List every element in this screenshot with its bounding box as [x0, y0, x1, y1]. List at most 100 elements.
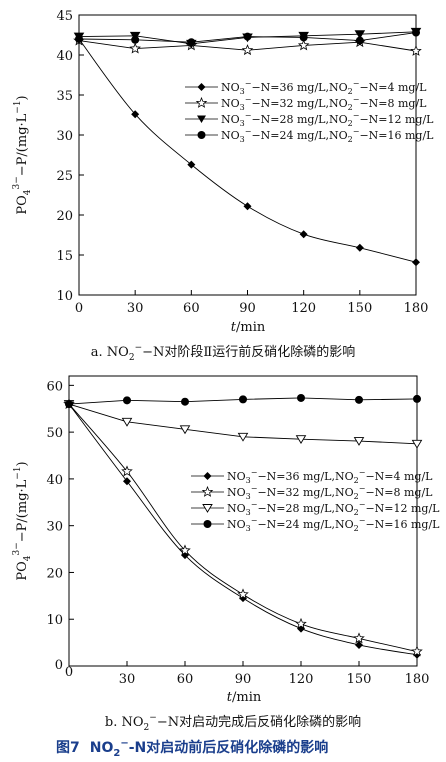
legend-b-item-1: NO3−−N=36 mg/L,NO2−−N=4 mg/L	[191, 468, 433, 485]
series-lines-a	[78, 31, 417, 263]
legend-a-item-3: NO3−−N=28 mg/L,NO2−−N=12 mg/L	[185, 111, 434, 128]
data-point-b-s1-6	[355, 640, 363, 649]
data-point-b-s3-7	[411, 439, 423, 449]
legend-b-item-4: NO3−−N=24 mg/L,NO2−−N=16 mg/L	[191, 516, 440, 533]
y-tick-label: 30	[56, 129, 73, 144]
data-point-b-s4-5	[297, 393, 305, 402]
data-point-a-s2-7	[410, 44, 422, 56]
series-markers-a	[73, 27, 422, 267]
y-tick-label: 45	[56, 9, 73, 24]
legend-b-label-1: NO3−−N=36 mg/L,NO2−−N=4 mg/L	[227, 468, 433, 485]
data-point-a-s4-6	[355, 36, 364, 45]
tick-marks-a	[78, 14, 417, 296]
data-point-b-s2-3	[179, 544, 191, 556]
series-markers-b	[63, 393, 423, 659]
legend-b: NO3−−N=36 mg/L,NO2−−N=4 mg/L NO3−−N=32 m…	[191, 468, 440, 533]
diamond-marker-icon	[197, 83, 206, 91]
data-point-b-s2-7	[411, 645, 423, 657]
x-tick-label: 150	[347, 672, 372, 687]
data-point-a-s4-5	[299, 33, 308, 42]
data-point-b-s4-3	[181, 397, 189, 406]
y-tick-label: 20	[56, 209, 73, 224]
y-axis-label-b: PO43−−P/(mg·L−1)	[12, 461, 33, 580]
legend-b-item-3: NO3−−N=28 mg/L,NO2−−N=12 mg/L	[191, 500, 440, 517]
legend-a-item-2: NO3−−N=32 mg/L,NO2−−N=8 mg/L	[185, 95, 427, 112]
x-tick-label: 180	[404, 301, 429, 316]
data-point-a-s1-2	[131, 110, 140, 119]
legend-a: NO3−−N=36 mg/L,NO2−−N=4 mg/L NO3−−N=32 m…	[185, 79, 434, 144]
y-tick-label: 15	[56, 249, 73, 264]
data-point-b-s3-4	[237, 432, 249, 442]
circle-marker-icon	[203, 520, 212, 528]
legend-a-label-4: NO3−−N=24 mg/L,NO2−−N=16 mg/L	[221, 127, 434, 144]
data-point-b-s4-2	[123, 396, 131, 405]
star-marker-icon	[195, 96, 208, 108]
panel-caption-b: b. NO2−−N对启动完成后反硝化除磷的影响	[105, 713, 361, 733]
x-tick-label: 90	[235, 672, 252, 687]
tick-labels-b: 10 20 30 40 50 60 0 30 60 90 120 150 180 0	[46, 379, 429, 687]
x-tick-label: 120	[289, 672, 314, 687]
data-point-b-s4-6	[355, 395, 363, 404]
tick-labels-a: 10 15 20 25 30 35 40 45 0 30 60 90 120 150 180	[56, 9, 428, 316]
legend-b-label-2: NO3−−N=32 mg/L,NO2−−N=8 mg/L	[227, 484, 433, 501]
legend-a-label-3: NO3−−N=28 mg/L,NO2−−N=12 mg/L	[221, 111, 434, 128]
data-point-a-s2-5	[297, 39, 310, 51]
x-axis-label-a: t/min	[231, 320, 266, 335]
data-point-b-s3-3	[179, 425, 191, 435]
legend-a-label-2: NO3−−N=32 mg/L,NO2−−N=8 mg/L	[221, 95, 427, 112]
plot-frame-a	[78, 14, 417, 296]
data-point-a-s2-2	[129, 42, 141, 54]
y-tick-label: 50	[46, 426, 63, 441]
legend-a-item-4: NO3−−N=24 mg/L,NO2−−N=16 mg/L	[185, 127, 434, 144]
x-tick-label: 30	[119, 672, 136, 687]
circle-marker-icon	[197, 131, 206, 139]
y-tick-label: 60	[46, 379, 63, 394]
y-axis-label-a: PO43−−P/(mg·L−1)	[12, 95, 33, 214]
series-line-a-1	[78, 38, 417, 263]
data-point-b-s2-5	[295, 617, 307, 629]
x-tick-label: 60	[177, 672, 194, 687]
data-point-a-s1-3	[187, 160, 196, 169]
y-tick-label: 40	[46, 473, 63, 488]
data-point-b-s4-4	[239, 395, 247, 404]
x-axis-label-b: t/min	[227, 690, 262, 705]
data-point-b-s4-7	[413, 394, 421, 403]
x-tick-label: 30	[127, 301, 144, 316]
data-point-a-s1-6	[355, 243, 364, 252]
y-tick-label: 35	[56, 89, 73, 104]
data-point-b-s4-1	[65, 400, 73, 409]
x-tick-label: 180	[405, 672, 430, 687]
data-point-a-s3-6	[354, 30, 366, 40]
data-point-a-s4-4	[243, 32, 252, 41]
data-point-b-s3-5	[295, 435, 307, 445]
x-tick-label: 0	[75, 301, 83, 316]
panel-caption-a: a. NO2−−N对阶段Ⅱ运行前反硝化除磷的影响	[91, 343, 355, 363]
y-tick-label: 40	[56, 49, 73, 64]
y-tick-label: 25	[56, 169, 73, 184]
data-point-a-s1-4	[243, 202, 252, 211]
data-point-a-s4-2	[131, 35, 140, 44]
data-point-b-s2-6	[353, 632, 365, 644]
triangle-down-marker-icon	[197, 115, 206, 123]
y-tick-label: 10	[46, 613, 63, 628]
x-tick-label: 0	[65, 665, 73, 680]
x-tick-label: 150	[347, 301, 372, 316]
x-tick-label: 90	[239, 301, 256, 316]
data-point-a-s4-3	[187, 38, 196, 47]
triangle-down-marker-icon	[202, 504, 213, 513]
y-tick-label: 10	[56, 289, 73, 304]
data-point-a-s2-4	[241, 44, 254, 56]
legend-a-item-1: NO3−−N=36 mg/L,NO2−−N=4 mg/L	[185, 79, 427, 96]
tick-marks-b	[69, 384, 418, 666]
y-tick-label: 30	[46, 520, 63, 535]
diamond-marker-icon	[203, 472, 212, 480]
data-point-b-s2-2	[121, 465, 133, 477]
legend-b-label-4: NO3−−N=24 mg/L,NO2−−N=16 mg/L	[227, 516, 440, 533]
legend-a-label-1: NO3−−N=36 mg/L,NO2−−N=4 mg/L	[221, 79, 427, 96]
data-point-a-s1-7	[412, 258, 420, 267]
chart-panel-b: 10 20 30 40 50 60 0 30 60 90 120 150 180 0 PO43−−P/(m…	[12, 375, 440, 733]
x-tick-label: 120	[291, 301, 316, 316]
data-point-b-s2-4	[237, 588, 249, 600]
data-point-a-s4-1	[75, 35, 83, 43]
